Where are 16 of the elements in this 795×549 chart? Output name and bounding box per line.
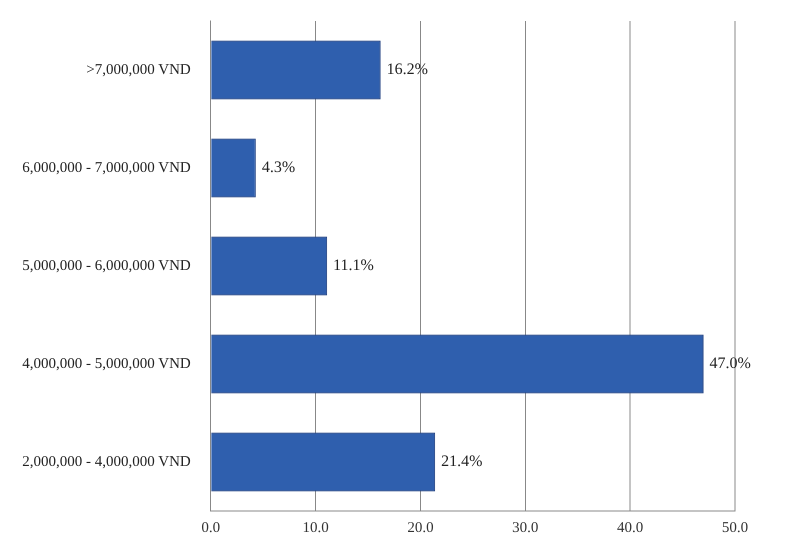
data-label: 4.3% — [262, 159, 296, 176]
data-label: 16.2% — [386, 61, 428, 78]
x-tick-label: 0.0 — [201, 520, 220, 536]
y-tick-label: 6,000,000 - 7,000,000 VND — [22, 160, 191, 176]
y-tick-label: 2,000,000 - 4,000,000 VND — [22, 454, 191, 470]
x-tick-label: 50.0 — [722, 520, 748, 536]
x-tick-label: 10.0 — [302, 520, 329, 536]
y-tick-label: 5,000,000 - 6,000,000 VND — [22, 258, 191, 274]
y-tick-label: 4,000,000 - 5,000,000 VND — [22, 356, 191, 372]
data-label: 47.0% — [710, 355, 751, 372]
data-label: 11.1% — [333, 257, 374, 274]
x-tick-label: 30.0 — [512, 520, 538, 536]
x-tick-label: 40.0 — [617, 520, 644, 536]
y-tick-label: >7,000,000 VND — [86, 62, 191, 78]
x-tick-label: 20.0 — [407, 520, 434, 536]
data-label: 21.4% — [441, 453, 482, 470]
